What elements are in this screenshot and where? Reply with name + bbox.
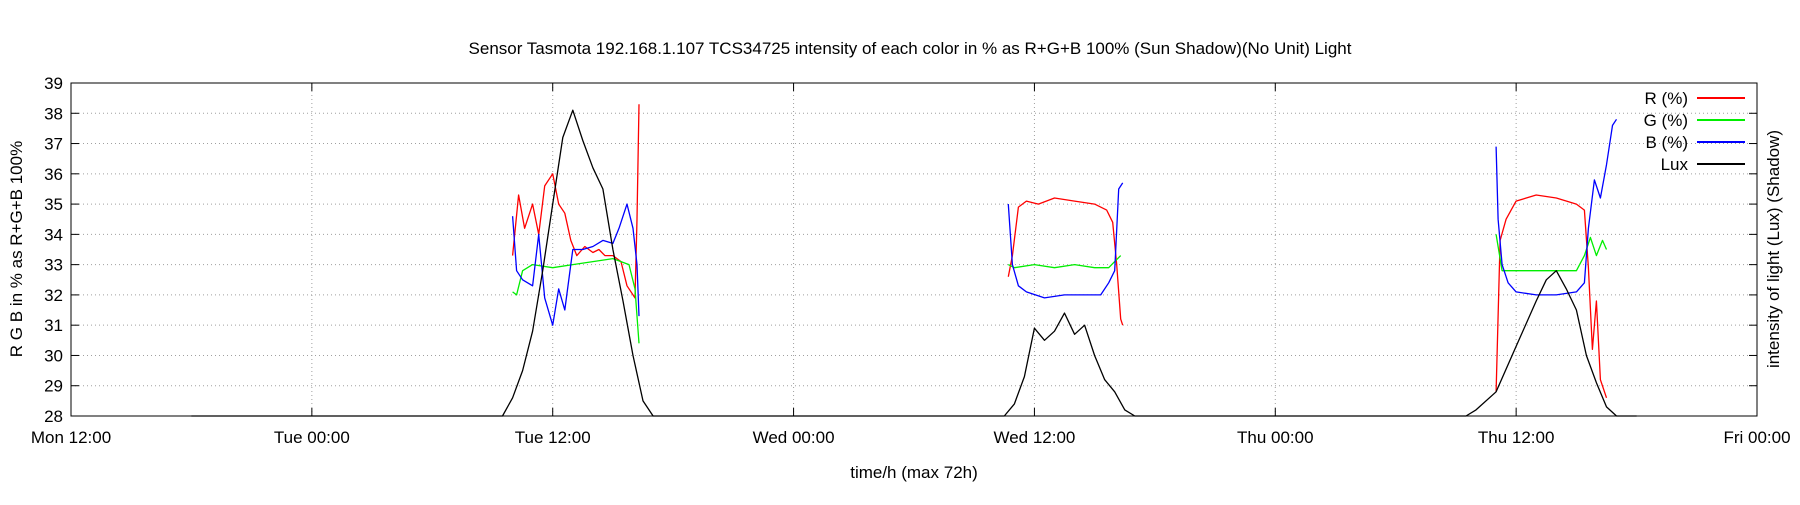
series-line <box>511 203 640 326</box>
legend-label: Lux <box>1661 155 1689 174</box>
grid <box>71 83 1757 416</box>
y-tick-label: 34 <box>44 225 63 244</box>
legend-label: G (%) <box>1644 111 1688 130</box>
series-line <box>511 104 640 299</box>
series-line <box>512 257 640 344</box>
y-tick-label: 33 <box>44 256 63 275</box>
legend-label: B (%) <box>1646 133 1689 152</box>
y-tick-label: 32 <box>44 286 63 305</box>
x-tick-label: Wed 00:00 <box>753 428 835 447</box>
legend-label: R (%) <box>1645 89 1688 108</box>
y-tick-label: 36 <box>44 165 63 184</box>
series-g <box>512 234 1608 344</box>
series-line <box>1495 194 1608 399</box>
legend: R (%) G (%) B (%) Lux <box>1644 89 1745 174</box>
y-axis-label: R G B in % as R+G+B 100% <box>7 141 26 357</box>
x-tick-label: Thu 00:00 <box>1237 428 1314 447</box>
series-line <box>1008 255 1122 269</box>
y-tick-label: 28 <box>44 407 63 426</box>
plot-series <box>191 104 1637 417</box>
y-tick-label: 30 <box>44 346 63 365</box>
x-tick-label: Fri 00:00 <box>1723 428 1790 447</box>
series-b <box>511 118 1618 326</box>
series-line <box>1007 197 1124 326</box>
series-line <box>1495 234 1608 272</box>
y-tick-label: 29 <box>44 377 63 396</box>
x-tick-label: Wed 12:00 <box>993 428 1075 447</box>
series-lux <box>191 109 1637 417</box>
x-tick-label: Mon 12:00 <box>31 428 111 447</box>
y-tick-label: 37 <box>44 135 63 154</box>
series-line <box>191 109 1637 417</box>
series-r <box>511 104 1608 399</box>
y2-axis-label: intensity of light (Lux) (Shadow) <box>1764 130 1783 368</box>
x-axis-label: time/h (max 72h) <box>850 463 978 482</box>
series-line <box>1007 182 1124 299</box>
series-line <box>1495 118 1618 296</box>
axis-ticks: 28 29 30 31 32 33 34 35 36 37 38 39 Mon 12:00 Tue 00:… <box>31 74 1791 447</box>
plot-frame <box>70 82 1758 417</box>
y-tick-label: 39 <box>44 74 63 93</box>
x-tick-label: Thu 12:00 <box>1478 428 1555 447</box>
x-tick-label: Tue 12:00 <box>515 428 591 447</box>
y-tick-label: 35 <box>44 195 63 214</box>
x-tick-label: Tue 00:00 <box>274 428 350 447</box>
chart-title: Sensor Tasmota 192.168.1.107 TCS34725 in… <box>469 39 1352 58</box>
y-tick-label: 31 <box>44 316 63 335</box>
y-tick-label: 38 <box>44 104 63 123</box>
